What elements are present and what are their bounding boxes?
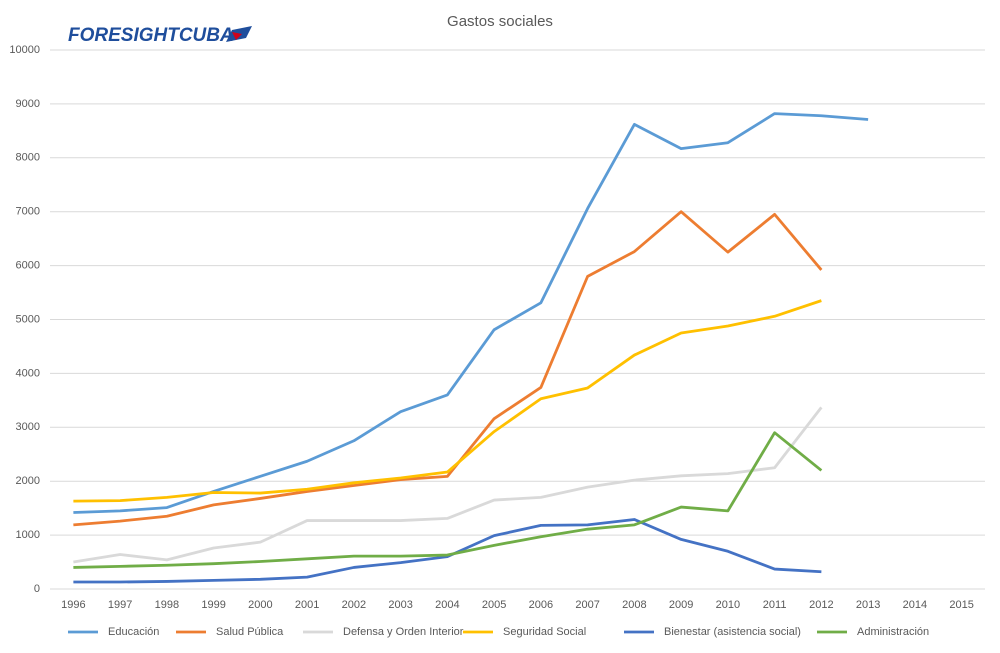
x-tick-label: 2012: [809, 599, 833, 611]
x-tick-label: 2011: [763, 599, 787, 611]
x-tick-label: 2009: [669, 599, 693, 611]
logo: FORESIGHTCUBA: [68, 25, 234, 46]
y-tick-label: 7000: [16, 206, 40, 218]
y-tick-label: 9000: [16, 98, 40, 110]
x-tick-label: 2014: [903, 599, 927, 611]
y-tick-label: 2000: [16, 475, 40, 487]
y-tick-label: 5000: [16, 313, 40, 325]
x-tick-label: 1996: [61, 599, 85, 611]
x-tick-label: 1998: [155, 599, 179, 611]
y-tick-label: 1000: [16, 529, 40, 541]
legend-label: Bienestar (asistencia social): [664, 626, 801, 638]
x-tick-label: 2001: [295, 599, 319, 611]
x-tick-label: 2013: [856, 599, 880, 611]
chart-title: Gastos sociales: [447, 13, 553, 30]
legend-label: Educación: [108, 626, 159, 638]
x-tick-label: 1999: [201, 599, 225, 611]
x-tick-label: 2005: [482, 599, 506, 611]
y-tick-label: 8000: [16, 152, 40, 164]
series-line: [73, 518, 822, 584]
y-tick-label: 3000: [16, 421, 40, 433]
x-tick-label: 2000: [248, 599, 272, 611]
x-tick-label: 1997: [108, 599, 132, 611]
series-line: [73, 406, 823, 564]
series-line: [73, 299, 822, 503]
legend-label: Salud Pública: [216, 626, 284, 638]
y-tick-label: 6000: [16, 260, 40, 272]
series-line: [73, 210, 823, 527]
x-tick-label: 2004: [435, 599, 459, 611]
x-tick-label: 2015: [949, 599, 973, 611]
x-tick-label: 2006: [529, 599, 553, 611]
x-tick-label: 2008: [622, 599, 646, 611]
x-tick-label: 2007: [575, 599, 599, 611]
series-line: [73, 431, 823, 569]
y-tick-label: 10000: [9, 44, 40, 56]
x-tick-label: 2010: [716, 599, 740, 611]
x-tick-label: 2002: [342, 599, 366, 611]
y-tick-label: 4000: [16, 367, 40, 379]
legend-label: Administración: [857, 626, 929, 638]
logo-flag: [226, 26, 252, 42]
legend-label: Defensa y Orden Interior: [343, 626, 464, 638]
legend-label: Seguridad Social: [503, 626, 586, 638]
y-tick-label: 0: [34, 583, 40, 595]
x-tick-label: 2003: [388, 599, 412, 611]
